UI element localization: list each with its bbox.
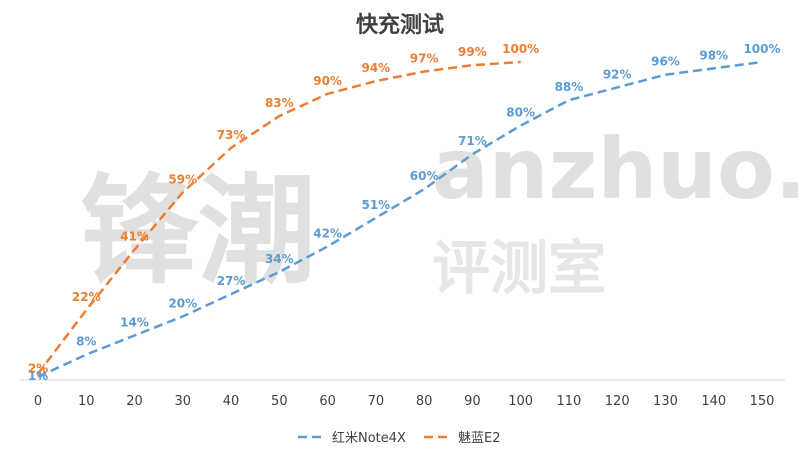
data-label: 90% [313,74,342,88]
data-label: 14% [120,315,149,329]
data-label: 96% [651,55,680,69]
data-label: 88% [555,80,584,94]
x-tick-label: 140 [701,394,726,409]
data-label: 42% [313,226,342,240]
x-tick-labels: 0 10 20 30 40 50 60 70 80 90 100 110 120 130 140 150 [34,394,775,409]
legend-label-0: 红米Note4X [332,430,406,446]
series-layer [37,60,763,378]
data-label-layer: 1% 8% 14% 20% 27% 34% 42% 51% 60% 71% 80% 88% 92% 96%… [28,42,781,383]
x-tick-label: 10 [78,394,95,409]
x-tick-label: 30 [175,394,192,409]
data-label: 41% [120,230,149,244]
watermark-site: anzhuo.cn [432,120,800,218]
data-label: 2% [28,362,48,376]
x-tick-label: 90 [464,394,481,409]
data-label: 1% [28,369,48,383]
chart-title: 快充测试 [356,12,444,38]
x-tick-label: 120 [605,394,630,409]
x-tick-label: 50 [271,394,288,409]
data-label: 51% [361,198,390,212]
series-line-1 [37,60,521,375]
data-label: 97% [410,52,439,66]
data-label: 8% [76,335,96,349]
data-label: 83% [265,96,294,110]
watermark-brand: 锋潮 [80,162,316,300]
data-label: 34% [265,252,294,266]
data-label: 92% [603,67,632,81]
legend: 红米Note4X 魅蓝E2 [298,430,501,446]
x-tick-label: 110 [557,394,582,409]
watermark: 锋潮 anzhuo.cn 评测室 [80,120,800,302]
x-tick-label: 70 [368,394,385,409]
data-label: 20% [168,296,197,310]
data-label: 98% [699,48,728,62]
x-tick-label: 150 [750,394,775,409]
watermark-sub: 评测室 [432,234,606,302]
data-label: 99% [458,45,487,59]
x-tick-label: 40 [223,394,240,409]
x-tick-label: 20 [126,394,143,409]
series-line-0 [37,60,763,378]
data-label: 80% [506,106,535,120]
data-label: 71% [458,134,487,148]
x-tick-label: 60 [319,394,336,409]
x-tick-label: 80 [416,394,433,409]
data-label: 22% [72,290,101,304]
legend-label-1: 魅蓝E2 [458,431,501,446]
x-tick-label: 130 [653,394,678,409]
data-label: 59% [168,172,197,186]
data-label: 100% [743,42,780,56]
data-label: 73% [217,128,246,142]
x-tick-label: 0 [34,394,42,409]
x-tick-label: 100 [508,394,533,409]
data-label: 27% [217,274,246,288]
data-label: 100% [502,42,539,56]
data-label: 94% [361,61,390,75]
data-label: 60% [410,169,439,183]
